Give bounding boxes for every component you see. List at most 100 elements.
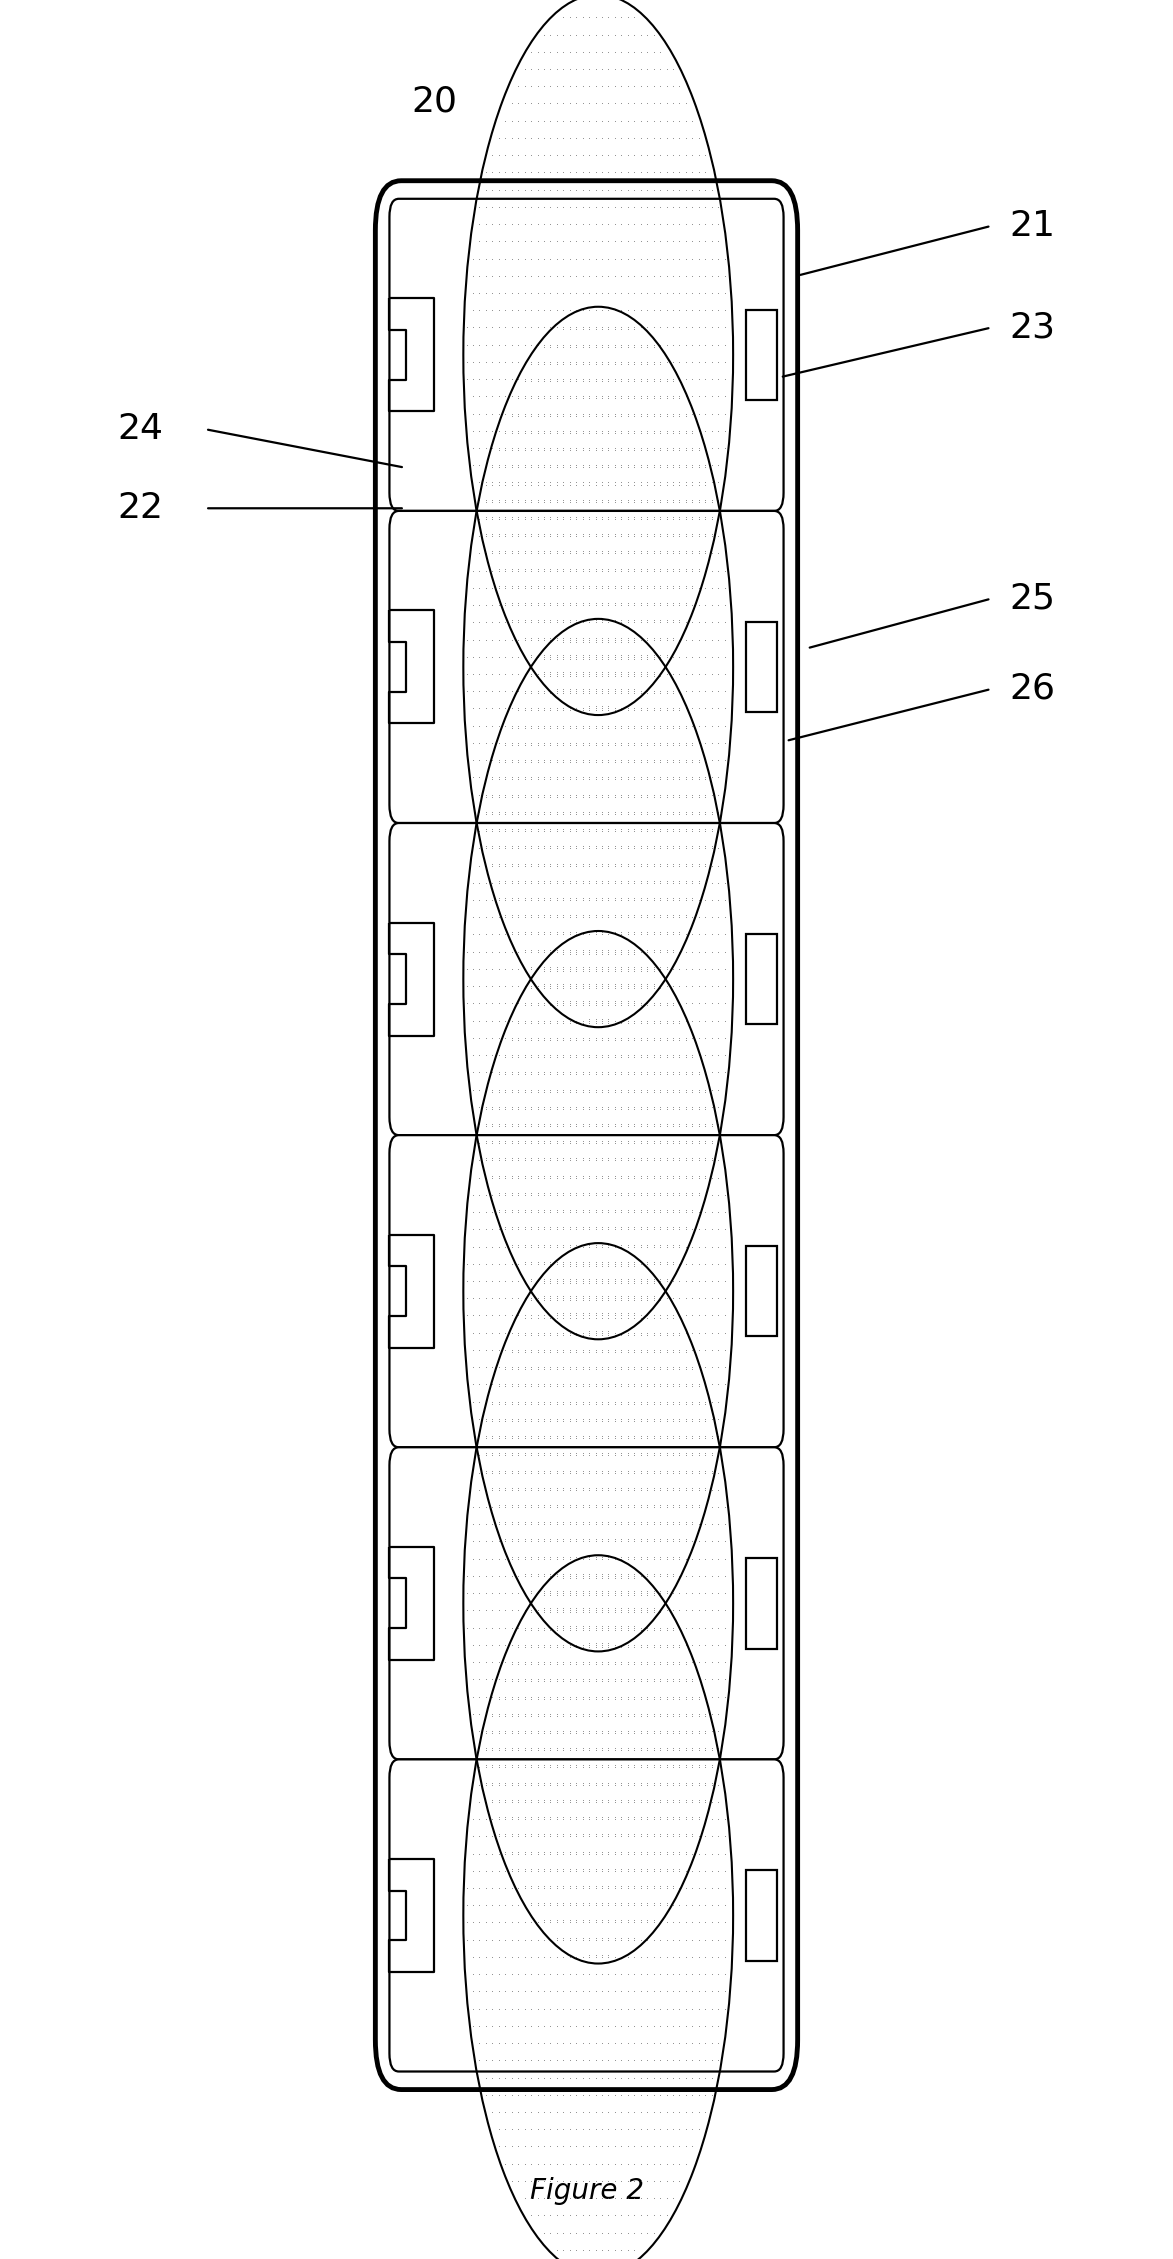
Point (599, 897, 618, 933)
Point (631, 515, 650, 551)
Point (554, 953, 572, 989)
Point (574, 2042, 592, 2078)
Point (664, 2162, 683, 2198)
Point (677, 1904, 696, 1940)
Point (618, 1486, 637, 1523)
Point (561, 899, 579, 935)
Point (548, 863, 567, 899)
Point (528, 969, 547, 1005)
Point (548, 653, 567, 689)
Point (690, 1699, 708, 1735)
Point (657, 481, 676, 517)
Point (625, 1005, 644, 1041)
Point (548, 1125, 567, 1161)
Point (651, 619, 670, 655)
Point (618, 1523, 637, 1559)
Point (696, 515, 714, 551)
Point (541, 865, 560, 901)
Point (631, 2146, 650, 2182)
Point (567, 1956, 585, 1992)
Point (690, 1541, 708, 1577)
Point (489, 413, 508, 450)
Point (599, 1021, 618, 1057)
Point (644, 831, 663, 867)
Point (515, 931, 534, 967)
Point (574, 465, 592, 501)
Point (489, 1055, 508, 1091)
Point (703, 535, 721, 572)
Point (657, 2042, 676, 2078)
Point (515, 933, 534, 969)
Point (509, 1175, 528, 1211)
Point (599, 1748, 618, 1785)
Point (690, 1419, 708, 1455)
Point (708, 933, 727, 969)
Point (489, 1486, 508, 1523)
Point (457, 1904, 476, 1940)
Point (592, 450, 611, 486)
Point (574, 1520, 592, 1556)
Point (483, 1837, 502, 1873)
Point (502, 1852, 521, 1889)
Point (470, 969, 489, 1005)
Point (561, 1037, 579, 1073)
Point (708, 1055, 727, 1091)
Point (579, 1852, 598, 1889)
Point (586, 1141, 605, 1177)
Point (528, 1575, 547, 1611)
Point (579, 34, 598, 70)
Point (463, 553, 482, 590)
Point (502, 897, 521, 933)
Point (548, 2162, 567, 2198)
Point (625, 1089, 644, 1125)
Point (696, 1697, 714, 1733)
Point (579, 1868, 598, 1904)
Point (496, 361, 515, 398)
Point (631, 1265, 650, 1301)
Point (631, 481, 650, 517)
Point (631, 328, 650, 364)
Point (515, 603, 534, 639)
Point (696, 1678, 714, 1715)
Point (515, 2112, 534, 2148)
Point (535, 1437, 554, 1473)
Point (690, 1385, 708, 1421)
Point (716, 1904, 734, 1940)
Point (561, 2128, 579, 2164)
Point (548, 642, 567, 678)
Point (703, 1938, 721, 1974)
Point (716, 239, 734, 276)
Point (683, 1351, 701, 1387)
Point (528, 1455, 547, 1491)
Point (509, 1850, 528, 1886)
Point (535, 465, 554, 501)
Point (496, 517, 515, 553)
Point (605, 1263, 624, 1299)
Point (548, 1333, 567, 1369)
Point (599, 328, 618, 364)
Point (574, 847, 592, 883)
Point (612, 2024, 631, 2060)
Point (703, 1523, 721, 1559)
Point (664, 1611, 683, 1647)
Point (586, 969, 605, 1005)
Point (657, 1471, 676, 1507)
Point (657, 499, 676, 535)
Point (541, 569, 560, 605)
Point (683, 795, 701, 831)
Point (644, 1922, 663, 1959)
Point (625, 501, 644, 538)
Point (567, 2024, 585, 2060)
Point (586, 865, 605, 901)
Point (483, 1956, 502, 1992)
Point (670, 535, 689, 572)
Point (548, 949, 567, 985)
Point (561, 1299, 579, 1335)
Point (618, 1193, 637, 1229)
Point (548, 553, 567, 590)
Point (651, 1523, 670, 1559)
Point (489, 258, 508, 294)
Point (574, 2060, 592, 2096)
Point (708, 1471, 727, 1507)
Point (625, 865, 644, 901)
